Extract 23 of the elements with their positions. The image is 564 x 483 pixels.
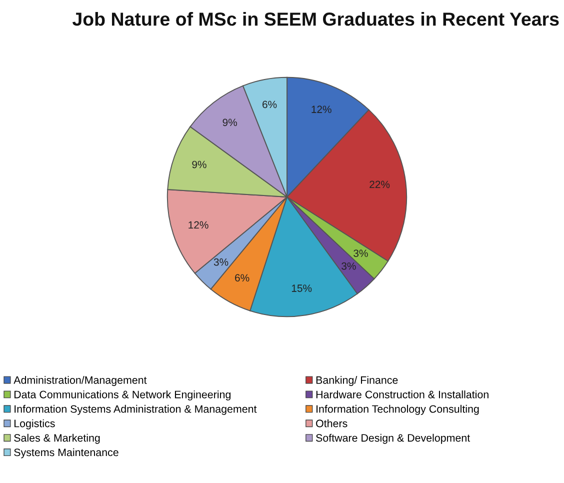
data-label: 12% (188, 221, 208, 229)
data-label: 12% (312, 106, 332, 114)
data-label: 6% (262, 100, 277, 108)
data-label: 9% (192, 160, 206, 168)
legend-label: Banking/ Finance (316, 376, 398, 386)
legend-label: Sales & Marketing (14, 434, 100, 444)
legend-label: Systems Maintenance (14, 448, 118, 458)
legend-label: Software Design & Development (316, 434, 470, 444)
legend-label: Administration/Management (14, 376, 147, 386)
data-label: 15% (292, 284, 312, 292)
data-label: 22% (370, 180, 390, 188)
data-label: 3% (342, 262, 356, 270)
data-label: 9% (222, 118, 237, 126)
legend-label: Hardware Construction & Installation (316, 390, 488, 398)
legend-label: Information Technology Consulting (316, 404, 479, 415)
legend-label: Logistics (14, 419, 55, 430)
data-label: 3% (214, 258, 228, 266)
legend-label: Data Communications & Network Engineering (14, 390, 230, 400)
legend-label: Others (316, 419, 348, 428)
chart-title: Job Nature of MSc in SEEM Graduates in Recent Years (72, 12, 559, 26)
data-label: 6% (235, 274, 250, 282)
legend-label: Information Systems Administration & Management (14, 404, 257, 415)
data-label: 3% (354, 250, 368, 257)
